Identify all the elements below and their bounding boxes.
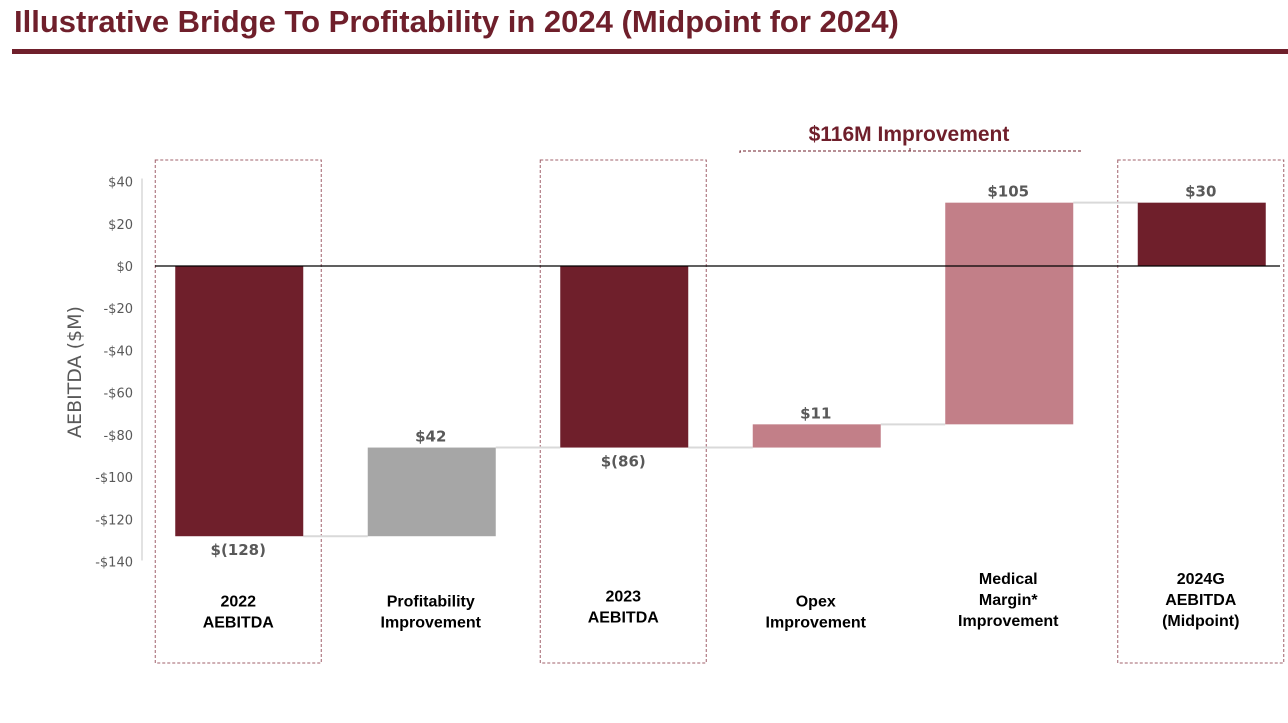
bar-4 — [945, 202, 1074, 425]
category-label: (Midpoint) — [1162, 613, 1239, 630]
category-label: AEBITDA — [588, 610, 660, 627]
title-underline — [12, 49, 1288, 54]
data-label: $11 — [800, 404, 831, 422]
data-label: $30 — [1185, 183, 1216, 201]
highlight-box — [1117, 159, 1285, 664]
category-label: Improvement — [958, 613, 1059, 630]
category-label: Opex — [796, 594, 836, 611]
y-tick-label: $20 — [108, 218, 133, 233]
y-tick-label: -$80 — [103, 429, 133, 444]
bar-0 — [175, 266, 304, 537]
category-label: 2022 — [220, 594, 256, 611]
y-tick-label: -$60 — [103, 387, 133, 402]
page-title: Illustrative Bridge To Profitability in … — [14, 4, 899, 39]
category-label: Improvement — [381, 615, 482, 632]
category-label: Margin* — [979, 592, 1038, 609]
category-label: 2023 — [605, 589, 641, 606]
y-tick-label: -$40 — [103, 344, 133, 359]
category-label: AEBITDA — [203, 615, 275, 632]
y-tick-label: -$120 — [95, 513, 133, 528]
category-label: Improvement — [766, 615, 867, 632]
category-label: 2024G — [1177, 571, 1225, 588]
highlight-box — [539, 159, 707, 664]
bar-2 — [560, 266, 689, 448]
data-label: $(86) — [601, 453, 646, 471]
y-tick-label: $40 — [108, 176, 133, 191]
category-label: AEBITDA — [1165, 592, 1237, 609]
y-tick-label: $0 — [116, 260, 133, 275]
highlight-box — [154, 159, 322, 664]
annotation-bracket — [739, 148, 1082, 153]
y-tick-label: -$20 — [103, 302, 133, 317]
y-axis-label: AEBITDA ($M) — [64, 306, 86, 438]
bar-3 — [752, 424, 881, 448]
data-label: $(128) — [211, 541, 266, 559]
y-tick-label: -$100 — [95, 471, 133, 486]
data-label: $42 — [415, 428, 446, 446]
annotation-label: $116M Improvement — [809, 123, 1010, 146]
category-label: Profitability — [387, 594, 475, 611]
y-tick-label: -$140 — [95, 556, 133, 571]
category-label: Medical — [979, 571, 1038, 588]
bar-5 — [1137, 202, 1266, 266]
bar-1 — [367, 447, 496, 537]
data-label: $105 — [987, 183, 1029, 201]
